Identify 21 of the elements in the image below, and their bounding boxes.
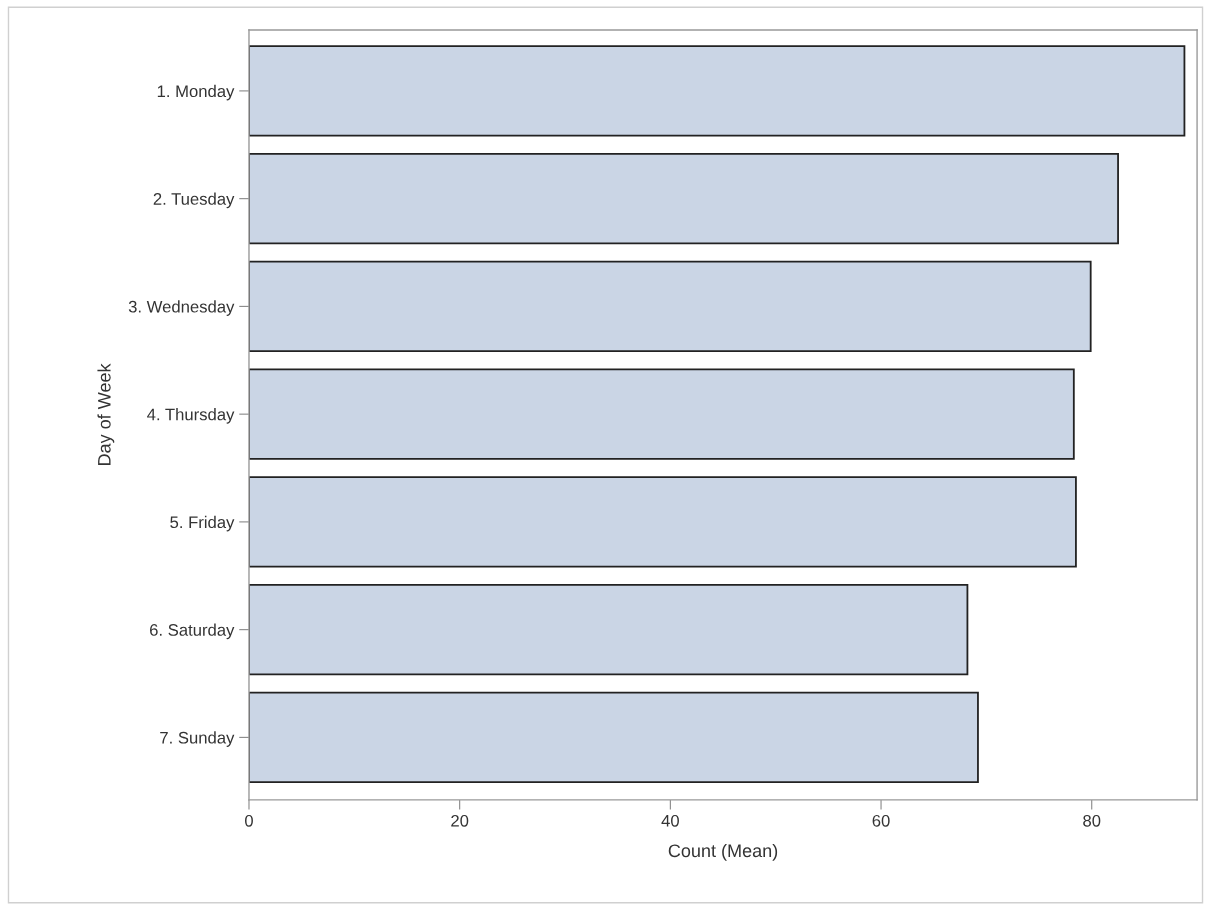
y-tick-label: 4. Thursday [147,408,235,424]
x-tick-label: 20 [451,814,469,827]
x-tick-label: 80 [1083,814,1101,827]
bar [248,153,1119,245]
bar [248,584,969,676]
y-tick-label: 3. Wednesday [128,300,235,316]
y-tick-label: 5. Friday [170,515,235,532]
bar [248,45,1186,137]
bar [248,691,979,784]
bar [248,476,1077,568]
bar [248,368,1075,460]
bar [248,260,1092,353]
x-axis-title: Count (Mean) [668,843,778,861]
x-tick-label: 40 [661,814,679,827]
y-tick-label: 2. Tuesday [153,192,235,209]
y-tick-label: 1. Monday [157,84,235,101]
y-axis-title: Day of Week [97,363,115,465]
x-tick-label: 60 [872,814,890,827]
x-tick-label: 0 [245,814,253,827]
y-tick-label: 6. Saturday [150,623,235,640]
y-tick-label: 7. Sunday [160,731,235,747]
